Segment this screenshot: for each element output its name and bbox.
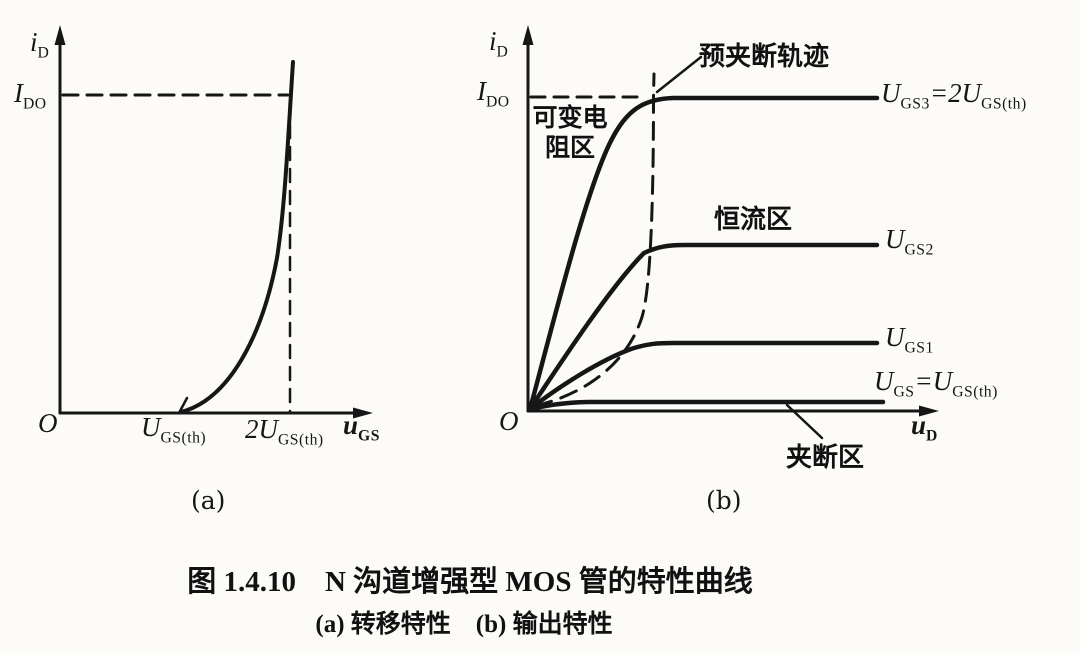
plot-b-sublabel: (b) [706,486,742,515]
plot-b-locus-leader-line [655,55,703,94]
plot-a-curve-foot-tick [177,396,189,415]
plot-a-x-arrow-icon [353,407,373,419]
plot-b-axes [522,25,939,417]
plot-a-ugsth-tick-label: UGS(th) [141,412,207,447]
plot-b-x-arrow-icon [919,405,939,417]
plot-b-y-axis-label: iD [489,26,509,61]
plot-b-pinchoff-leader-line [785,403,824,440]
plot-b-origin-label: O [499,406,519,436]
plot-a-sublabel: (a) [191,486,226,515]
plot-a-axes [54,25,373,419]
plot-b-curve-ugs2 [527,242,880,412]
plot-a-x-axis-label: uGS [343,410,380,445]
plot-b-y-arrow-icon [522,25,534,45]
figure-caption-subtitle: (a) 转移特性 (b) 输出特性 [315,611,613,638]
plot-b-x-axis-label: uD [911,410,938,445]
plot-a-ido-tick-label: IDO [14,78,47,113]
plot-a-2ugsth-tick-label: 2UGS(th) [245,414,324,449]
figure-caption-title: 图 1.4.10 N 沟道增强型 MOS 管的特性曲线 [187,566,753,598]
plot-a-transfer-curve [179,60,295,414]
plot-b-ido-tick-label: IDO [477,76,510,111]
plot-b-pre-pinchoff-locus-dashed [533,72,656,408]
plot-b-curve-label-ugs3: UGS3=2UGS(th) [881,78,1027,113]
plot-b-curve-ugs3 [527,95,880,412]
region-label-pinch-off: 夹断区 [786,443,865,472]
plot-a-y-axis-label: iD [30,27,50,62]
region-label-variable-resistance: 可变电 阻区 [532,105,608,162]
plot-a-y-arrow-icon [54,25,66,45]
region-label-pre-pinchoff-locus: 预夹断轨迹 [699,42,830,71]
plot-a-origin-label: O [38,408,58,438]
plot-b-curve-label-ugsth: UGS=UGS(th) [874,366,998,401]
plot-b-curve-ugsth [527,399,886,412]
plot-b-curve-label-ugs1: UGS1 [885,322,934,357]
plot-b-curve-label-ugs2: UGS2 [885,224,934,259]
region-label-constant-current: 恒流区 [714,205,793,234]
plot-b-curve-ugs1 [527,340,880,412]
